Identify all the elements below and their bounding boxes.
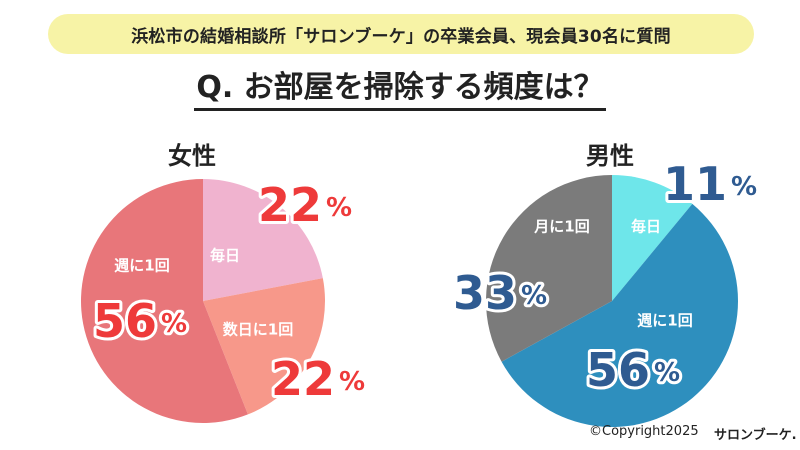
slice-label-female-1: 数日に1回 — [223, 321, 293, 339]
pie-slice-male-0 — [612, 175, 693, 301]
brand-logo-text: サロンブーケ. — [714, 428, 797, 443]
slice-value-female-1: 22% — [271, 352, 365, 406]
copyright-text: ©Copyright2025 — [589, 424, 699, 439]
slice-label-male-1: 週に1回 — [637, 312, 692, 330]
male-chart-title: 男性 — [586, 142, 634, 170]
slice-label-female-0: 毎日 — [210, 247, 240, 265]
question-title: Q. お部屋を掃除する頻度は？ — [0, 70, 800, 111]
survey-banner: 浜松市の結婚相談所「サロンブーケ」の卒業会員、現会員30名に質問 — [48, 14, 754, 54]
slice-value-male-1: 56% — [586, 343, 680, 397]
pie-slice-female-2 — [81, 178, 248, 423]
female-chart-title: 女性 — [168, 142, 216, 170]
slice-value-male-2: 33% — [453, 266, 547, 320]
question-text: Q. お部屋を掃除する頻度は？ — [194, 70, 606, 111]
slice-label-female-2: 週に1回 — [114, 257, 169, 275]
slice-value-female-2: 56% — [93, 294, 187, 348]
pie-slice-female-1 — [203, 278, 325, 415]
slice-value-female-0: 22% — [258, 178, 352, 232]
pie-slice-male-2 — [486, 175, 612, 362]
pie-slice-male-1 — [501, 203, 738, 427]
slice-label-male-0: 毎日 — [631, 218, 661, 236]
pie-slice-female-0 — [203, 179, 323, 301]
slice-value-male-0: 11% — [663, 157, 757, 211]
slice-label-male-2: 月に1回 — [533, 218, 589, 236]
